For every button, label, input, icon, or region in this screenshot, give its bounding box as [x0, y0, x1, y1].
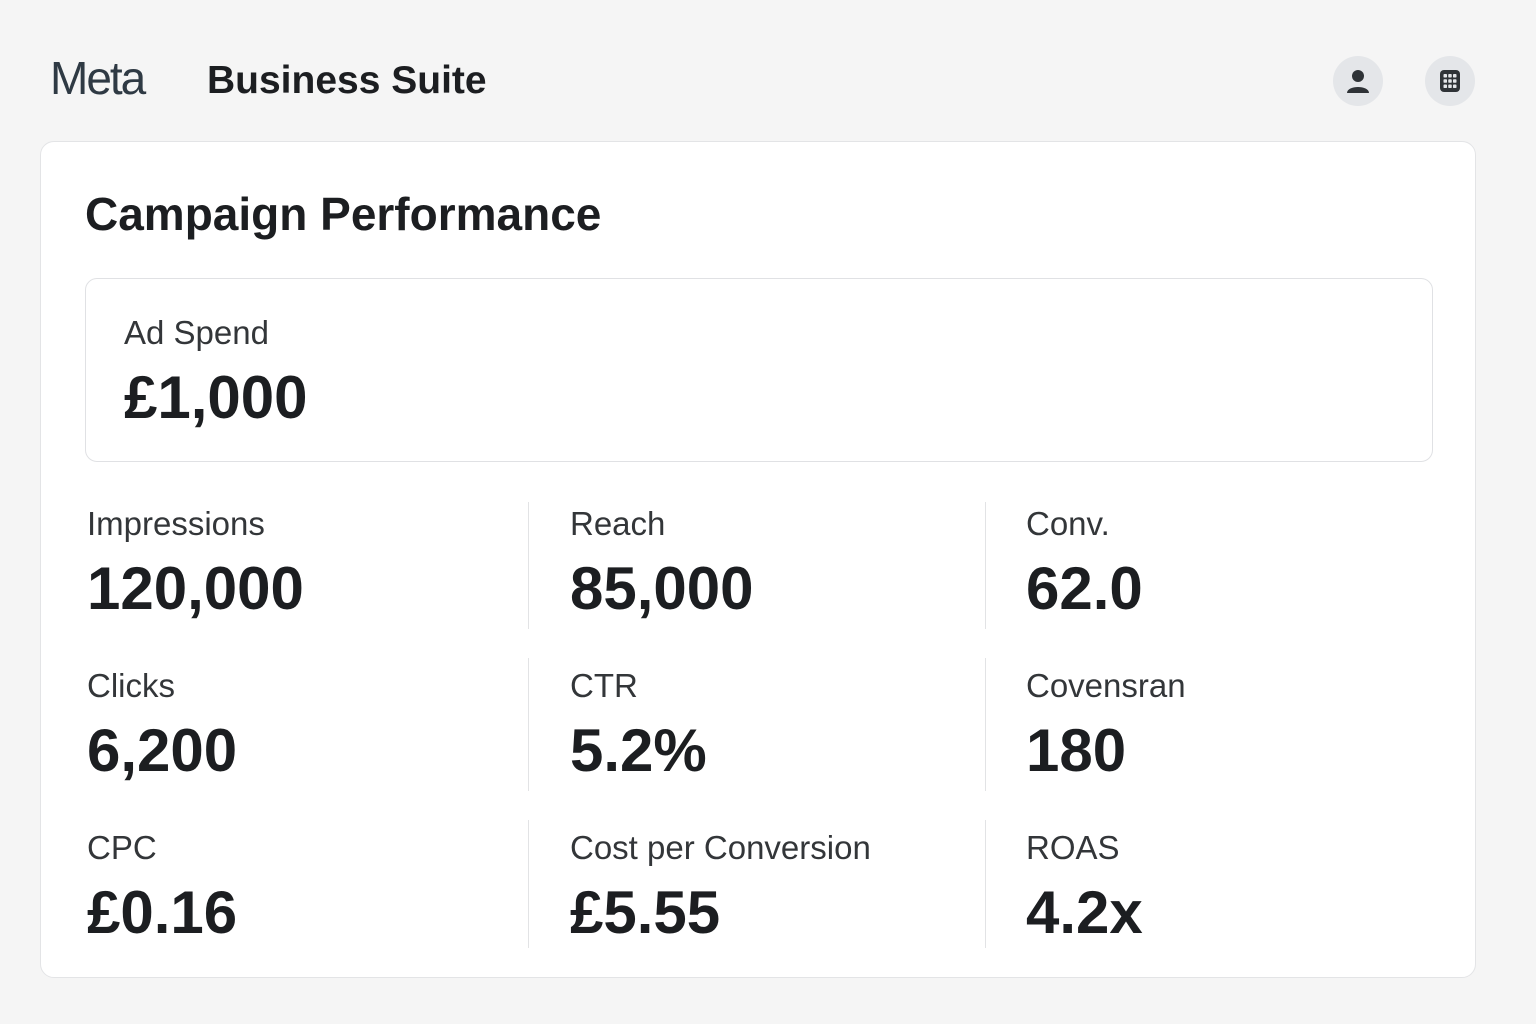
- column-divider: [528, 502, 529, 629]
- metric-value: £0.16: [87, 879, 238, 946]
- metric-value: 85,000: [570, 555, 754, 622]
- ad-spend-panel: Ad Spend £1,000: [85, 278, 1433, 462]
- metric-value: 5.2%: [570, 717, 707, 784]
- metric-label: CPC: [87, 829, 157, 866]
- metric-value: 120,000: [87, 555, 304, 622]
- metric-clicks: Clicks 6,200: [87, 666, 237, 786]
- metric-conv: Conv. 62.0: [1026, 504, 1143, 624]
- ad-spend-value: £1,000: [124, 364, 308, 431]
- column-divider: [528, 658, 529, 791]
- app-title: Business Suite: [207, 59, 487, 102]
- column-divider: [985, 502, 986, 629]
- metric-label: Reach: [570, 505, 666, 542]
- column-divider: [985, 658, 986, 791]
- metric-cpc: CPC £0.16: [87, 828, 237, 948]
- meta-logo[interactable]: Meta: [50, 52, 146, 104]
- metric-value: 4.2x: [1026, 879, 1143, 946]
- campaign-performance-card: Campaign Performance Ad Spend £1,000 Imp…: [40, 141, 1476, 978]
- metric-value: 6,200: [87, 717, 238, 784]
- metric-impressions: Impressions 120,000: [87, 504, 304, 624]
- metric-value: 180: [1026, 717, 1127, 784]
- metric-value: £5.55: [570, 879, 721, 946]
- apps-button[interactable]: [1425, 56, 1475, 106]
- profile-button[interactable]: [1333, 56, 1383, 106]
- metric-conversions: Covensran 180: [1026, 666, 1186, 786]
- user-icon: [1347, 70, 1369, 93]
- apps-grid-icon: [1440, 70, 1460, 92]
- metric-label: CTR: [570, 667, 638, 704]
- metric-label: Clicks: [87, 667, 175, 704]
- column-divider: [528, 820, 529, 948]
- metric-label: ROAS: [1026, 829, 1120, 866]
- metric-value: 62.0: [1026, 555, 1143, 622]
- metric-roas: ROAS 4.2x: [1026, 828, 1143, 948]
- metric-label: Conv.: [1026, 505, 1110, 542]
- metric-ctr: CTR 5.2%: [570, 666, 707, 786]
- column-divider: [985, 820, 986, 948]
- metrics-grid: Impressions 120,000 Reach 85,000 Conv. 6…: [85, 500, 1433, 955]
- card-title: Campaign Performance: [85, 188, 602, 240]
- metric-label: Cost per Conversion: [570, 829, 871, 866]
- top-bar: Meta Business Suite: [0, 0, 1536, 140]
- metric-reach: Reach 85,000: [570, 504, 754, 624]
- ad-spend-label: Ad Spend: [124, 314, 269, 351]
- metric-label: Impressions: [87, 505, 265, 542]
- metric-cost-per-conversion: Cost per Conversion £5.55: [570, 828, 871, 948]
- metric-label: Covensran: [1026, 667, 1186, 704]
